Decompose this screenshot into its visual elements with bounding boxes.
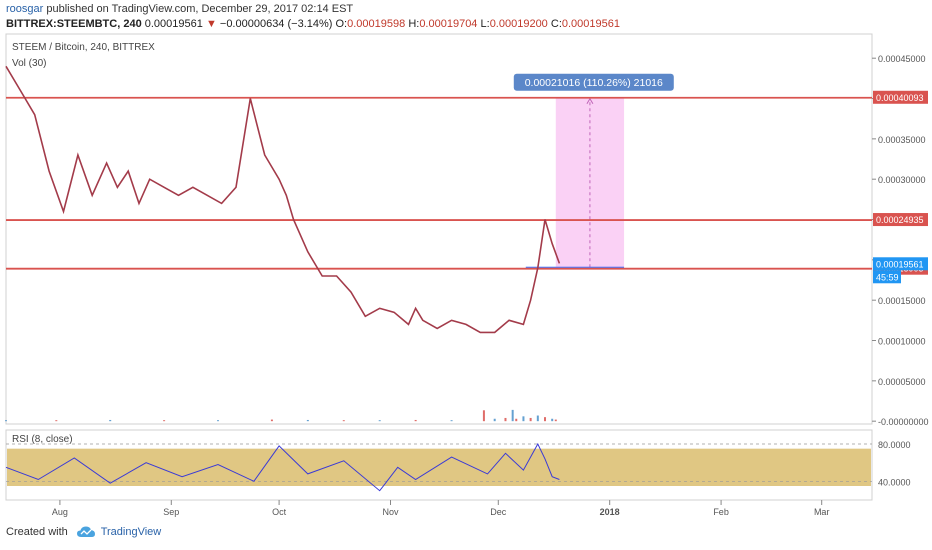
x-tick-label: Feb [713,507,729,517]
price-line [5,65,561,334]
rsi-tick-label: 80.0000 [878,440,911,450]
last-price: 0.00019561 [144,18,203,30]
volume-bar [482,410,485,422]
x-tick-label: Dec [490,507,507,517]
countdown-tag-box [873,270,901,284]
volume-bar [493,418,496,422]
volume-bar [270,419,273,422]
volume-bar [5,420,7,422]
rsi-band [7,448,871,486]
volume-bar [342,420,345,422]
rsi-tick-label: 40.0000 [878,477,911,487]
volume-bar [554,419,557,422]
high-label: H: [408,18,420,30]
volume-bar [306,419,309,422]
publish-line: roosgar published on TradingView.com, De… [6,2,353,17]
legend-rsi: RSI (8, close) [12,434,73,445]
last-price-tag-box [873,257,928,271]
y-tick-label: -0.00000000 [878,417,929,427]
legend-series: STEEM / Bitcoin, 240, BITTREX [12,42,155,53]
volume-bar [551,418,554,422]
x-tick-label: 2018 [600,507,620,517]
x-tick-label: Aug [52,507,68,517]
volume-bar [529,417,532,422]
volume-bar [511,409,514,422]
level-price-tag-box [873,90,928,104]
y-tick-label: 0.00015000 [878,296,926,306]
last-price-tag: 0.00019561 [876,259,924,269]
volume-bar [536,415,539,422]
volume-bar [504,417,507,422]
projection-arrow-head [586,97,594,105]
x-tick-label: Sep [163,507,179,517]
high-value: 0.00019704 [419,18,478,30]
y-tick-label: 0.00005000 [878,377,926,387]
projection-label: 0.00021016 (110.26%) 21016 [525,77,663,89]
level-price-tag-box [873,213,928,227]
volume-bar [450,420,453,422]
volume-bar [378,420,381,422]
rsi-line [5,442,560,492]
level-price-tag: 0.00040093 [876,93,924,103]
tradingview-cloud-icon [76,526,95,538]
y-tick-label: 0.00030000 [878,175,926,185]
footer: Created with TradingView [6,526,161,538]
author-link[interactable]: roosgar [6,3,44,15]
open-label: O: [335,18,348,30]
y-tick-label: 0.00045000 [878,54,926,64]
open-value: 0.00019598 [347,18,406,30]
close-value: 0.00019561 [561,18,620,30]
price-pane [5,33,873,425]
change-value: −0.00000634 (−3.14%) [219,18,333,30]
volume-bar [163,420,166,422]
x-tick-label: Mar [814,507,830,517]
published-text: published on TradingView.com, December 2… [46,3,354,15]
volume-bar [55,420,58,422]
y-tick-label: 0.00010000 [878,337,926,347]
symbol-name: BITTREX:STEEMBTC, 240 [6,18,142,30]
projection-label-box [513,73,674,91]
symbol-line: BITTREX:STEEMBTC, 240 0.00019561 ▼ −0.00… [6,17,620,32]
low-label: L: [480,18,490,30]
volume-bar [217,420,220,422]
x-tick-label: Oct [272,507,287,517]
created-with-text: Created with [6,526,68,538]
volume-bar [522,416,525,422]
change-arrow-icon: ▼ [205,18,217,30]
legend-volume: Vol (30) [12,58,46,69]
close-label: C: [550,18,562,30]
volume-bar [544,417,547,422]
volume-bar [515,418,518,422]
countdown-tag: 45:59 [876,272,899,282]
tradingview-brand[interactable]: TradingView [100,526,162,538]
y-tick-label: 0.00035000 [878,135,926,145]
volume-bar [414,419,417,422]
volume-bar [109,419,112,422]
level-price-tag: 0.00024935 [876,215,924,225]
x-tick-label: Nov [382,507,399,517]
low-value: 0.00019200 [489,18,548,30]
